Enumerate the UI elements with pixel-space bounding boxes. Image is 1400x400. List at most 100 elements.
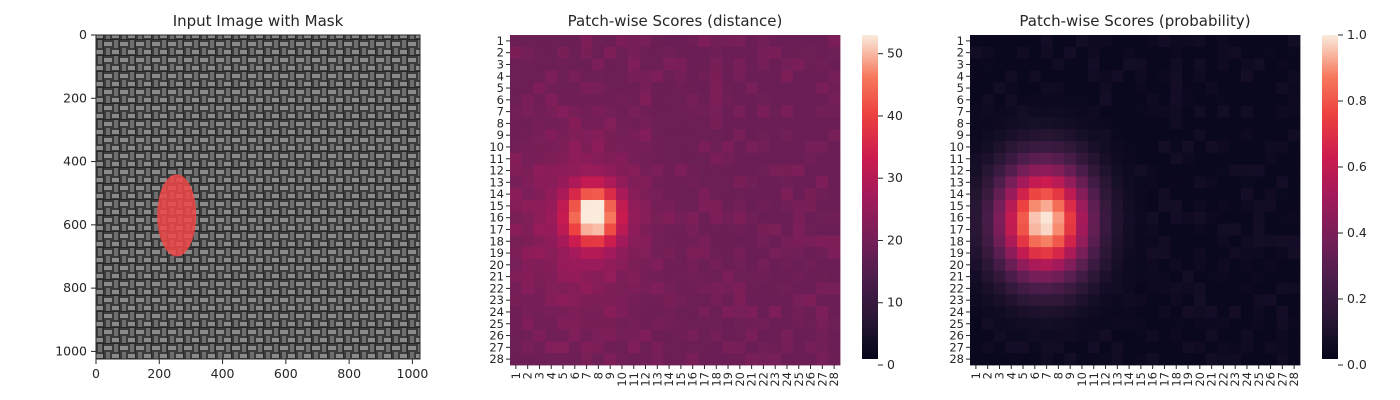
heatmap-cell bbox=[981, 35, 994, 48]
heatmap-cell bbox=[557, 70, 570, 83]
heatmap-cell bbox=[1182, 141, 1195, 154]
heatmap-cell bbox=[1028, 105, 1042, 118]
heatmap-cell bbox=[1017, 70, 1030, 83]
heatmap-cell bbox=[568, 176, 582, 189]
heatmap-cell bbox=[804, 105, 817, 118]
x-tick-label: 1000 bbox=[397, 366, 429, 381]
heatmap-cell bbox=[828, 317, 841, 331]
heatmap-cell bbox=[580, 329, 593, 342]
heatmap-cell bbox=[1288, 282, 1301, 295]
heatmap-cell bbox=[1028, 152, 1042, 166]
heatmap-cell bbox=[604, 258, 617, 272]
heatmap-cell bbox=[1288, 270, 1301, 283]
heatmap-cell bbox=[557, 235, 570, 248]
heatmap-cell bbox=[993, 341, 1006, 354]
row-label: 22 bbox=[489, 281, 504, 295]
heatmap-cell bbox=[816, 258, 829, 272]
heatmap-cell bbox=[1064, 247, 1077, 260]
heatmap-cell bbox=[1111, 306, 1124, 319]
heatmap-cell bbox=[1229, 258, 1242, 272]
col-label: 18 bbox=[709, 372, 723, 387]
heatmap-cell bbox=[1158, 270, 1171, 283]
heatmap-cell bbox=[828, 152, 841, 166]
col-label: 19 bbox=[1181, 372, 1195, 387]
heatmap-cell bbox=[1123, 129, 1136, 142]
heatmap-cell bbox=[686, 164, 699, 177]
heatmap-cell bbox=[1111, 188, 1124, 201]
heatmap-cell bbox=[792, 70, 806, 83]
heatmap-cell bbox=[1076, 200, 1089, 213]
heatmap-cell bbox=[1170, 70, 1183, 83]
heatmap-cell bbox=[651, 341, 664, 354]
heatmap-cell bbox=[533, 223, 546, 236]
heatmap-cell bbox=[828, 164, 841, 177]
heatmap-cell bbox=[1217, 306, 1230, 319]
heatmap-cell bbox=[1241, 317, 1254, 331]
heatmap-cell bbox=[1264, 35, 1277, 48]
heatmap-cell bbox=[1217, 105, 1230, 118]
heatmap-cell bbox=[1158, 353, 1171, 366]
heatmap-cell bbox=[710, 82, 723, 95]
heatmap-cell bbox=[1288, 294, 1301, 307]
heatmap-cell bbox=[1123, 141, 1136, 154]
heatmap-cell bbox=[981, 129, 994, 142]
heatmap-cell bbox=[1064, 353, 1077, 366]
heatmap-cell bbox=[568, 223, 582, 236]
heatmap-cell bbox=[1288, 35, 1301, 48]
row-label: 27 bbox=[489, 340, 504, 354]
row-label: 10 bbox=[489, 140, 504, 154]
heatmap-cell bbox=[651, 211, 664, 224]
heatmap-cell bbox=[545, 141, 558, 154]
heatmap-cell bbox=[1170, 152, 1183, 166]
heatmap-cell bbox=[1099, 200, 1112, 213]
heatmap-cell bbox=[1276, 105, 1289, 118]
heatmap-cell bbox=[521, 117, 534, 130]
heatmap-cell bbox=[1040, 70, 1053, 83]
colorbar-tick-label: 50 bbox=[887, 46, 903, 61]
heatmap-cell bbox=[1158, 306, 1171, 319]
heatmap-cell bbox=[1182, 306, 1195, 319]
heatmap-cell bbox=[970, 46, 983, 59]
heatmap-cell bbox=[1146, 129, 1159, 142]
colorbar-gradient bbox=[1322, 35, 1338, 359]
heatmap-cell bbox=[580, 164, 593, 177]
heatmap-cell bbox=[769, 329, 782, 342]
heatmap-cell bbox=[510, 247, 523, 260]
heatmap-cell bbox=[970, 70, 983, 83]
heatmap-cell bbox=[1170, 317, 1183, 331]
heatmap-cell bbox=[663, 282, 676, 295]
heatmap-cell bbox=[580, 35, 593, 48]
heatmap-cell bbox=[745, 258, 758, 272]
heatmap-cell bbox=[1123, 235, 1136, 248]
heatmap-cell bbox=[651, 247, 664, 260]
heatmap-cell bbox=[757, 258, 770, 272]
heatmap-cell bbox=[1158, 35, 1171, 48]
row-label: 8 bbox=[497, 116, 504, 130]
heatmap-cell bbox=[675, 105, 688, 118]
row-label: 2 bbox=[497, 46, 504, 60]
heatmap-cell bbox=[1288, 129, 1301, 142]
heatmap-cell bbox=[1252, 200, 1266, 213]
heatmap-cell bbox=[1040, 306, 1053, 319]
heatmap-cell bbox=[1217, 341, 1230, 354]
heatmap-cell bbox=[545, 223, 558, 236]
heatmap-cell bbox=[1170, 282, 1183, 295]
heatmap-cell bbox=[1217, 258, 1230, 272]
heatmap-cell bbox=[1146, 164, 1159, 177]
heatmap-cell bbox=[993, 258, 1006, 272]
col-label: 13 bbox=[650, 372, 664, 387]
heatmap-cell bbox=[1064, 200, 1077, 213]
heatmap-cell bbox=[663, 129, 676, 142]
heatmap-cell bbox=[510, 152, 523, 166]
heatmap-cell bbox=[993, 82, 1006, 95]
heatmap-cell bbox=[1205, 129, 1218, 142]
heatmap-cell bbox=[616, 235, 629, 248]
heatmap-cell bbox=[1111, 141, 1124, 154]
heatmap-cell bbox=[981, 188, 994, 201]
heatmap-cell bbox=[1241, 35, 1254, 48]
heatmap-cell bbox=[1229, 294, 1242, 307]
heatmap-cell bbox=[1241, 200, 1254, 213]
heatmap-cell bbox=[1028, 129, 1042, 142]
heatmap-cell bbox=[804, 329, 817, 342]
col-label: 2 bbox=[521, 372, 535, 379]
